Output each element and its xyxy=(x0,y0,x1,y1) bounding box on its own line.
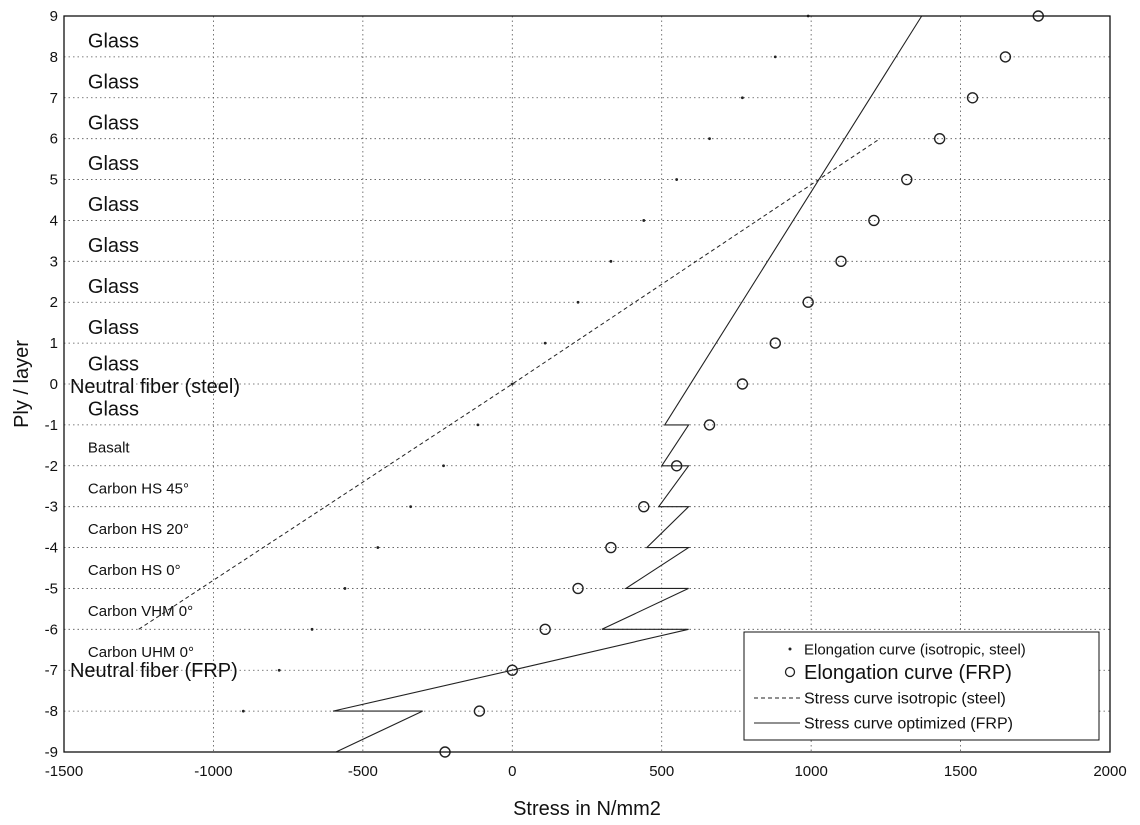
elongation-steel-point xyxy=(376,546,380,549)
layer-label: Glass xyxy=(88,399,139,421)
layer-label: Carbon UHM 0° xyxy=(88,644,194,661)
legend: Elongation curve (isotropic, steel) Elong… xyxy=(743,631,1100,741)
x-tick-label: -500 xyxy=(348,763,378,780)
layer-label: Glass xyxy=(88,276,139,298)
stress-curve-steel xyxy=(138,138,881,630)
layer-label: Carbon HS 0° xyxy=(88,562,181,579)
layer-labels: Glass Glass Glass Glass Glass Glass Glass Glass… xyxy=(70,31,240,683)
layer-label: Carbon VHM 0° xyxy=(88,603,193,620)
legend-dot-marker xyxy=(788,647,792,651)
layer-label: Neutral fiber (steel) xyxy=(70,376,240,398)
x-tick-label: 0 xyxy=(508,763,516,780)
legend-label: Stress curve isotropic (steel) xyxy=(804,691,1006,708)
tick-labels: -1500 -1000 -500 0 500 1000 1500 2000 -9 -8 -7 -6 -5… xyxy=(45,8,1127,780)
elongation-frp-point xyxy=(506,664,518,676)
elongation-steel-point xyxy=(409,505,413,509)
layer-label: Basalt xyxy=(88,439,131,456)
layer-label: Glass xyxy=(88,31,139,53)
elongation-steel-point xyxy=(609,259,613,263)
legend-box xyxy=(743,631,1100,741)
x-tick-label: -1500 xyxy=(45,763,83,780)
layer-label: Glass xyxy=(88,194,139,216)
y-axis-title: Ply / layer xyxy=(11,340,33,428)
layer-label: Neutral fiber (FRP) xyxy=(70,660,238,682)
y-tick-label: 8 xyxy=(50,49,58,66)
y-tick-label: 9 xyxy=(50,8,58,25)
x-tick-label: 500 xyxy=(649,763,674,780)
x-tick-label: -1000 xyxy=(194,763,232,780)
y-tick-label: 6 xyxy=(50,131,58,148)
elongation-steel-point xyxy=(241,709,245,713)
legend-label: Elongation curve (isotropic, steel) xyxy=(804,641,1026,658)
elongation-steel-point xyxy=(442,464,445,468)
elongation-frp-point xyxy=(736,378,749,390)
elongation-frp-point xyxy=(901,173,913,186)
elongation-frp-point xyxy=(572,582,584,595)
elongation-frp-point xyxy=(703,419,716,431)
elongation-frp-point xyxy=(999,51,1012,63)
y-tick-label: 3 xyxy=(50,253,58,270)
legend-label: Stress curve optimized (FRP) xyxy=(804,716,1013,733)
layer-label: Glass xyxy=(88,354,139,376)
x-tick-label: 1000 xyxy=(794,763,827,780)
layer-label: Glass xyxy=(88,153,139,175)
x-tick-label: 1500 xyxy=(944,763,977,780)
elongation-frp-point xyxy=(933,132,946,145)
elongation-steel-point xyxy=(510,382,514,386)
y-tick-label: 1 xyxy=(50,335,58,352)
elongation-steel-point xyxy=(343,587,347,590)
x-axis-title: Stress in N/mm2 xyxy=(513,798,661,820)
y-tick-label: 0 xyxy=(50,376,58,393)
y-tick-label: -1 xyxy=(45,417,58,434)
elongation-steel-point xyxy=(310,627,314,631)
layer-label: Carbon HS 45° xyxy=(88,480,189,497)
layer-label: Glass xyxy=(88,71,139,93)
elongation-steel-point xyxy=(675,178,679,181)
layer-label: Carbon HS 20° xyxy=(88,521,189,538)
series-group xyxy=(138,10,1044,758)
y-tick-label: -6 xyxy=(45,621,58,638)
layer-label: Glass xyxy=(88,112,139,134)
y-tick-label: -7 xyxy=(45,662,58,679)
elongation-steel-point xyxy=(642,219,646,222)
layer-label: Glass xyxy=(88,235,139,257)
elongation-frp-point xyxy=(638,500,650,513)
layer-label: Glass xyxy=(88,317,139,339)
legend-label: Elongation curve (FRP) xyxy=(804,662,1012,684)
y-tick-label: -5 xyxy=(45,580,58,597)
elongation-steel-point xyxy=(476,423,480,427)
y-tick-label: 5 xyxy=(50,172,58,189)
y-tick-label: 7 xyxy=(50,90,58,107)
elongation-steel-point xyxy=(277,668,281,672)
elongation-steel-point xyxy=(576,300,580,304)
y-tick-label: -8 xyxy=(45,703,58,720)
elongation-steel-point xyxy=(741,96,744,100)
elongation-frp-point xyxy=(802,296,814,308)
elongation-steel-point xyxy=(773,55,777,59)
stress-curve-frp xyxy=(332,15,923,753)
elongation-frp-point xyxy=(868,214,880,227)
elongation-frp-point xyxy=(966,92,979,104)
y-tick-label: -2 xyxy=(45,458,58,475)
elongation-frp-point xyxy=(473,705,486,717)
elongation-frp-point xyxy=(835,255,847,268)
y-tick-label: -9 xyxy=(45,744,58,761)
elongation-frp-point xyxy=(605,541,617,554)
y-tick-label: 2 xyxy=(50,294,58,311)
elongation-frp-point xyxy=(769,337,781,349)
x-tick-label: 2000 xyxy=(1093,763,1126,780)
y-tick-label: -3 xyxy=(45,499,58,516)
elongation-frp-point xyxy=(539,623,551,636)
y-tick-label: -4 xyxy=(45,540,58,557)
elongation-steel-point xyxy=(543,341,547,345)
y-tick-label: 4 xyxy=(50,212,58,229)
elongation-steel-point xyxy=(708,137,711,141)
legend-circle-marker xyxy=(784,666,796,678)
plot-frame xyxy=(63,15,1111,753)
